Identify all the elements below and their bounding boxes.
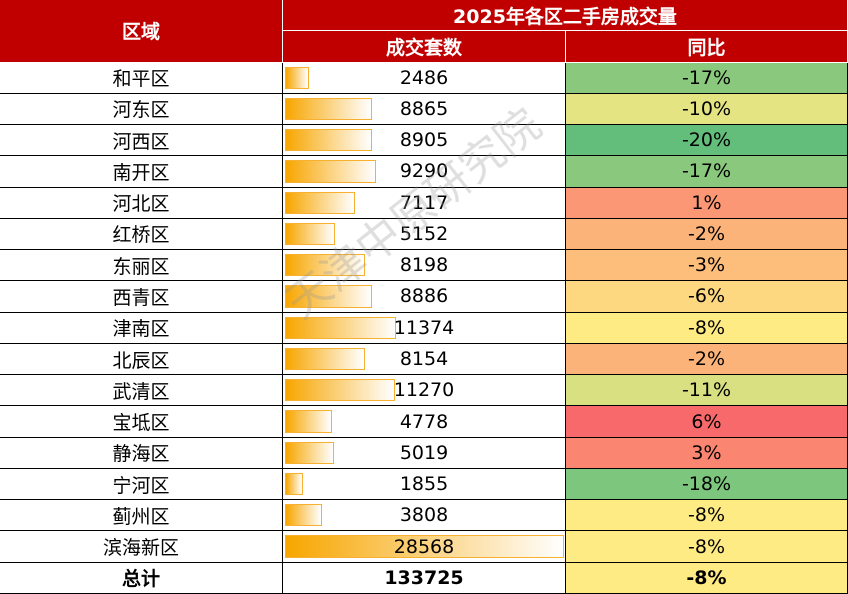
volume: 11374	[283, 312, 566, 344]
district: 宁河区	[0, 468, 283, 501]
data-bar	[285, 316, 397, 339]
yoy: -8%	[566, 500, 848, 532]
district: 武清区	[0, 375, 283, 407]
data-bar	[285, 160, 376, 183]
volume: 11270	[283, 375, 566, 407]
yoy: -2%	[566, 218, 848, 251]
data-bar	[285, 222, 336, 246]
district: 和平区	[0, 62, 283, 94]
total-cell: -8%	[566, 562, 848, 594]
data-bar	[285, 97, 372, 121]
yoy: -8%	[566, 531, 848, 563]
volume: 8905	[283, 125, 566, 157]
district: 河西区	[0, 125, 283, 157]
district: 静海区	[0, 437, 283, 469]
volume: 8865	[283, 93, 566, 126]
data-bar	[285, 441, 335, 464]
total-cell: 133725	[283, 562, 566, 594]
total-cell: 总计	[0, 562, 283, 594]
yoy: -20%	[566, 125, 848, 157]
yoy: -8%	[566, 312, 848, 344]
district: 津南区	[0, 312, 283, 344]
data-bar	[285, 379, 396, 402]
district: 蓟州区	[0, 500, 283, 532]
data-bar	[285, 472, 304, 496]
district: 东丽区	[0, 250, 283, 282]
yoy: -17%	[566, 62, 848, 94]
data-bar	[285, 129, 372, 152]
district: 西青区	[0, 281, 283, 313]
volume: 8154	[283, 343, 566, 376]
data-bar	[285, 535, 564, 558]
district: 河东区	[0, 93, 283, 126]
district: 红桥区	[0, 218, 283, 251]
volume: 4778	[283, 406, 566, 438]
data-bar	[285, 504, 323, 527]
header-title: 2025年各区二手房成交量	[283, 0, 848, 32]
volume: 5152	[283, 218, 566, 251]
yoy: -18%	[566, 468, 848, 501]
yoy: 1%	[566, 187, 848, 219]
volume: 1855	[283, 468, 566, 501]
volume: 9290	[283, 156, 566, 188]
yoy: -2%	[566, 343, 848, 376]
data-bar	[285, 254, 366, 277]
volume: 8198	[283, 250, 566, 282]
district: 河北区	[0, 187, 283, 219]
yoy: -11%	[566, 375, 848, 407]
volume: 2486	[283, 62, 566, 94]
header-cell: 同比	[566, 31, 848, 63]
district: 滨海新区	[0, 531, 283, 563]
volume: 5019	[283, 437, 566, 469]
data-bar	[285, 285, 372, 308]
volume: 7117	[283, 187, 566, 219]
yoy: 3%	[566, 437, 848, 469]
data-bar	[285, 66, 310, 89]
header-cell: 成交套数	[283, 31, 566, 63]
data-bar	[285, 347, 365, 371]
header-cell: 区域	[0, 0, 283, 63]
data-bar	[285, 410, 332, 433]
yoy: -6%	[566, 281, 848, 313]
yoy: -17%	[566, 156, 848, 188]
volume: 8886	[283, 281, 566, 313]
data-bar	[285, 191, 355, 214]
volume: 3808	[283, 500, 566, 532]
district: 宝坻区	[0, 406, 283, 438]
district: 南开区	[0, 156, 283, 188]
volume: 28568	[283, 531, 566, 563]
yoy: -3%	[566, 250, 848, 282]
yoy: 6%	[566, 406, 848, 438]
yoy: -10%	[566, 93, 848, 126]
district: 北辰区	[0, 343, 283, 376]
